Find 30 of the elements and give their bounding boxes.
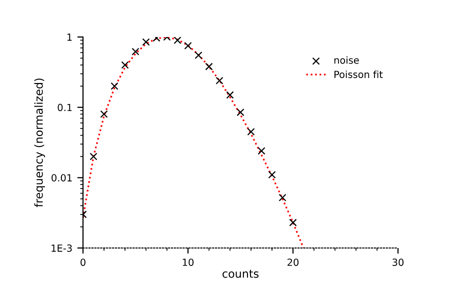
point — [194, 51, 202, 60]
point — [216, 76, 224, 84]
point — [184, 42, 192, 50]
x-tick-label: 30 — [392, 258, 404, 266]
y-tick-label: 0.01 — [52, 174, 72, 182]
point — [226, 91, 234, 99]
point — [142, 38, 150, 46]
point — [247, 128, 255, 136]
point — [268, 170, 276, 179]
x-axis-title: counts — [222, 270, 259, 278]
y-tick-label: 0.1 — [58, 104, 72, 112]
legend-label: noise — [334, 56, 359, 64]
y-tick-label: 1 — [67, 34, 72, 41]
legend-label: Poisson fit — [334, 70, 383, 78]
point — [174, 37, 182, 44]
point — [258, 147, 266, 155]
y-tick-label: 1E-3 — [52, 244, 72, 252]
point — [236, 108, 244, 116]
point — [132, 48, 140, 56]
y-axis-title: frequency (normalized) — [34, 78, 46, 208]
x-tick-label: 20 — [288, 258, 299, 266]
point — [110, 82, 118, 90]
point — [205, 62, 213, 70]
x-tick-label: 0 — [80, 258, 86, 266]
point — [289, 218, 297, 226]
point — [278, 194, 286, 202]
x-tick-label: 10 — [182, 258, 194, 266]
point — [90, 152, 98, 160]
point — [100, 110, 108, 118]
point — [121, 61, 129, 69]
